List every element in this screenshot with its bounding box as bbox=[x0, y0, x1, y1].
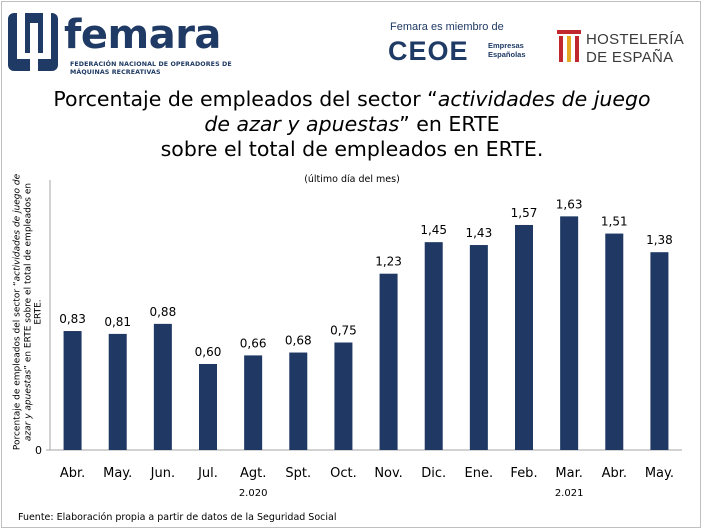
data-label: 1,45 bbox=[420, 223, 447, 237]
header: femara FEDERACIÓN NACIONAL DE OPERADORES… bbox=[0, 0, 704, 82]
ceoe-logo: CEOE Empresas Españolas bbox=[388, 37, 548, 65]
title-line3: sobre el total de empleados en ERTE. bbox=[160, 137, 544, 161]
x-tick-label: Feb. bbox=[510, 466, 537, 481]
x-tick-label: Spt. bbox=[285, 466, 311, 481]
x-tick-label: Dic. bbox=[421, 466, 446, 481]
bar bbox=[63, 331, 82, 450]
x-tick-label: Agt. bbox=[240, 466, 266, 481]
data-label: 0,83 bbox=[59, 312, 86, 326]
x-tick-label: Jul. bbox=[197, 466, 218, 481]
title-part2: ” en ERTE bbox=[399, 112, 500, 136]
data-label: 1,38 bbox=[646, 233, 673, 247]
chart-title: Porcentaje de empleados del sector “acti… bbox=[0, 87, 704, 162]
y-tick-label: 0 bbox=[35, 444, 42, 457]
x-tick-label: Mar. bbox=[555, 466, 582, 481]
femara-wordmark: femara bbox=[64, 12, 221, 58]
data-label: 0,66 bbox=[240, 336, 267, 350]
x-tick-label: Abr. bbox=[602, 466, 627, 481]
data-label: 0,68 bbox=[285, 334, 312, 348]
bar bbox=[515, 224, 533, 450]
bar bbox=[560, 216, 579, 450]
bar bbox=[289, 352, 308, 450]
data-label: 1,43 bbox=[465, 226, 492, 240]
x-tick-label: Abr. bbox=[60, 466, 85, 481]
hosteleria-columns-icon bbox=[557, 30, 581, 62]
data-label: 0,60 bbox=[195, 345, 222, 359]
bar bbox=[379, 273, 398, 450]
bar bbox=[199, 364, 217, 450]
femara-logo: femara FEDERACIÓN NACIONAL DE OPERADORES… bbox=[6, 9, 236, 81]
data-label: 1,51 bbox=[601, 215, 628, 229]
data-label: 1,63 bbox=[556, 197, 583, 211]
femara-mark-icon bbox=[8, 13, 58, 71]
hosteleria-line1: HOSTELERÍA bbox=[586, 31, 685, 48]
femara-subtitle: FEDERACIÓN NACIONAL DE OPERADORES DE MÁQ… bbox=[70, 61, 232, 76]
bar bbox=[605, 233, 624, 450]
title-italic-1: actividades de juego bbox=[437, 87, 651, 111]
x-tick-label: May. bbox=[103, 466, 132, 481]
x-tick-label: Ene. bbox=[465, 466, 494, 481]
bar bbox=[650, 252, 669, 450]
bar bbox=[153, 323, 172, 450]
x-tick-label: Jun. bbox=[150, 466, 175, 481]
x-tick-label: Nov. bbox=[374, 466, 403, 481]
bar bbox=[469, 245, 488, 450]
member-text: Femara es miembro de bbox=[390, 21, 504, 33]
data-label: 1,57 bbox=[511, 206, 538, 220]
bar bbox=[424, 242, 443, 450]
data-label: 1,23 bbox=[375, 255, 402, 269]
title-part1: Porcentaje de empleados del sector “ bbox=[53, 87, 438, 111]
hosteleria-text: HOSTELERÍA DE ESPAÑA bbox=[586, 31, 684, 67]
year-label: 2.020 bbox=[239, 488, 268, 499]
data-label: 0,88 bbox=[149, 305, 176, 319]
source-note: Fuente: Elaboración propia a partir de d… bbox=[18, 512, 337, 523]
bar bbox=[244, 355, 263, 450]
data-label: 0,81 bbox=[104, 315, 131, 329]
hosteleria-line2: DE ESPAÑA bbox=[586, 49, 674, 66]
year-label: 2.021 bbox=[555, 488, 584, 499]
x-tick-label: May. bbox=[645, 466, 674, 481]
hosteleria-logo: HOSTELERÍA DE ESPAÑA bbox=[556, 28, 696, 68]
x-tick-label: Oct. bbox=[330, 466, 357, 481]
bar bbox=[334, 342, 353, 450]
data-label: 0,75 bbox=[330, 324, 357, 338]
chart-subtitle: (último día del mes) bbox=[304, 174, 400, 185]
title-italic-2: de azar y apuestas bbox=[204, 112, 400, 136]
ceoe-wordmark: CEOE bbox=[388, 36, 469, 66]
ceoe-subtitle: Empresas Españolas bbox=[488, 41, 526, 59]
bar bbox=[108, 333, 127, 450]
